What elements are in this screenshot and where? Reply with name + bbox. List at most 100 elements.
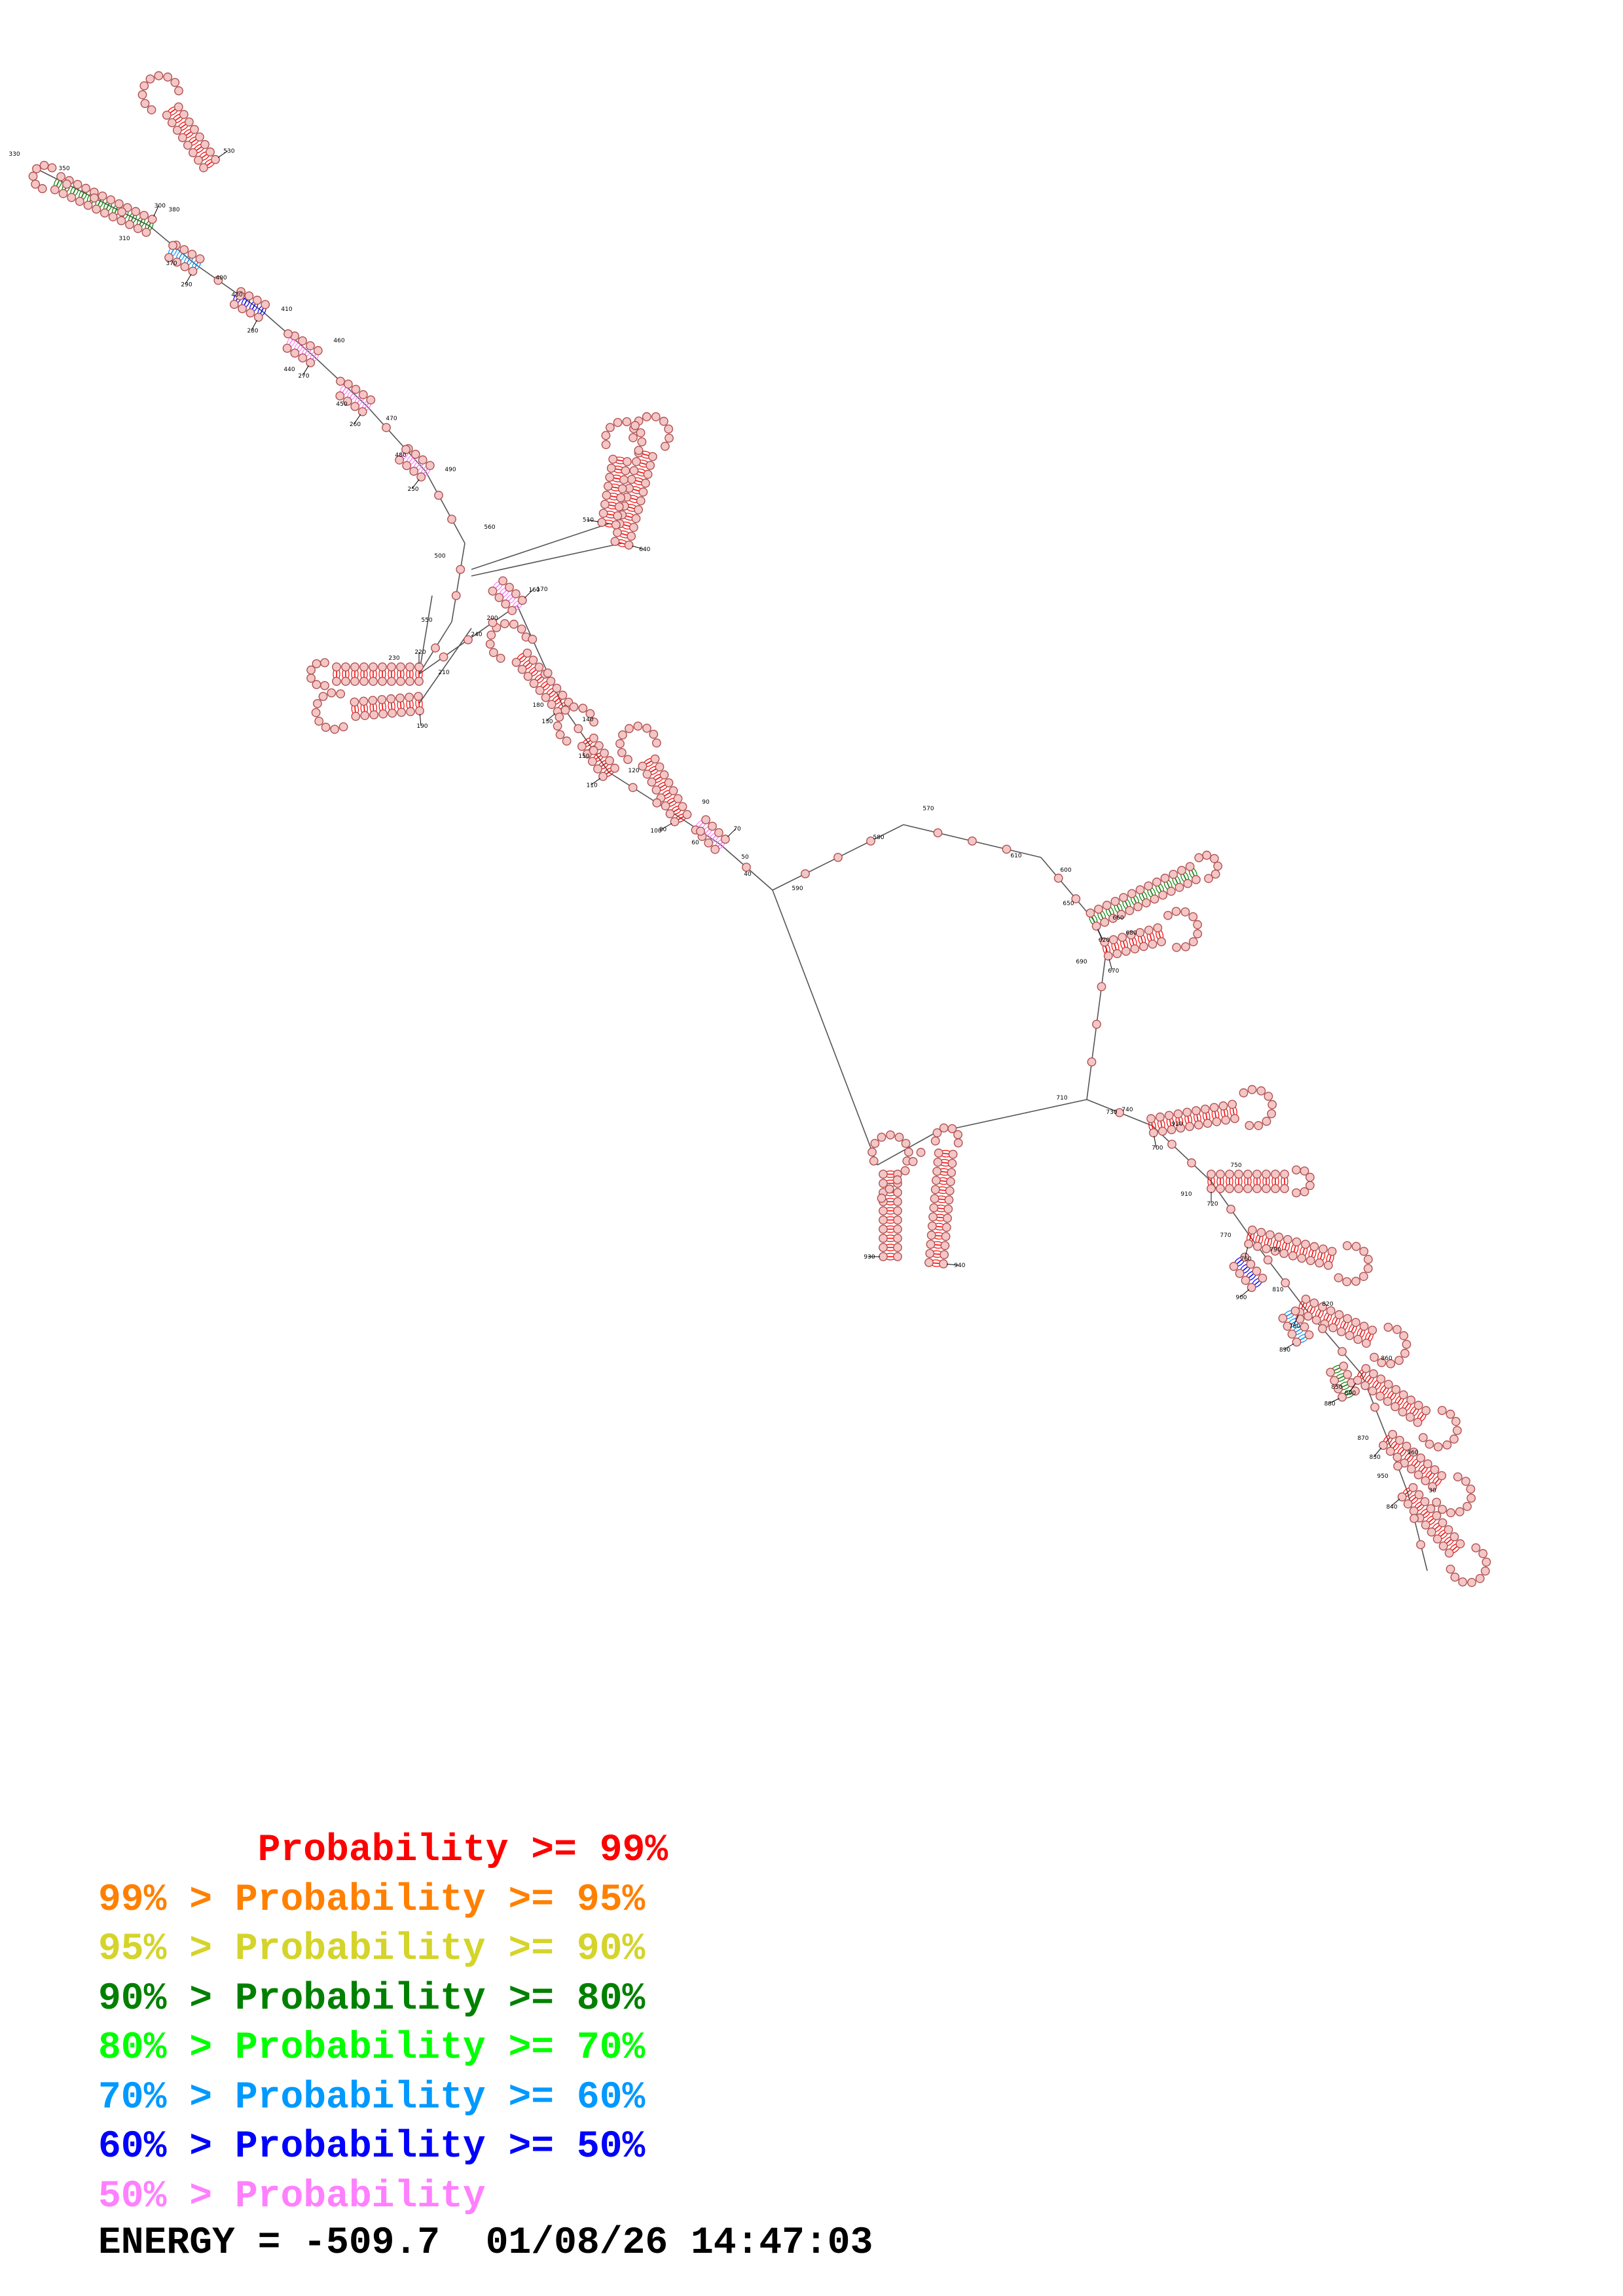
nucleotide [505, 583, 514, 592]
nucleotide [661, 801, 670, 811]
nucleotide [647, 778, 657, 787]
nucleotide [396, 677, 405, 686]
unpaired-nucleotide [434, 490, 443, 500]
nucleotide [50, 185, 60, 194]
nucleotide [211, 154, 220, 164]
energy-line: ENERGY = -509.7 01/08/26 14:47:03 [98, 2222, 873, 2265]
nucleotide [1158, 890, 1168, 900]
nucleotide [547, 700, 556, 709]
nucleotide [940, 1241, 950, 1251]
unpaired-nucleotide [382, 423, 391, 433]
loop-nucleotide [28, 171, 38, 181]
position-label: 510 [583, 517, 594, 524]
nucleotide [1149, 1128, 1158, 1138]
nucleotide [332, 677, 341, 686]
label-tick [1244, 1247, 1249, 1259]
nucleotide [498, 576, 507, 586]
helix-80 [642, 758, 687, 823]
nucleotide [1421, 1406, 1431, 1416]
position-label: 670 [1108, 968, 1119, 975]
loop-nucleotide [312, 699, 322, 708]
nucleotide [1141, 898, 1151, 908]
nucleotide [1175, 882, 1184, 892]
loop-nucleotide [1305, 1172, 1315, 1182]
label-tick [354, 414, 361, 425]
nucleotide [610, 763, 619, 773]
nucleotide [893, 1243, 902, 1252]
nucleotide [1420, 1497, 1430, 1507]
position-label: 240 [471, 632, 482, 638]
nucleotide [1300, 1322, 1309, 1332]
nucleotide [195, 254, 205, 264]
nucleotide [1455, 1539, 1465, 1549]
loop-nucleotide [1188, 937, 1198, 946]
nucleotide [1207, 1184, 1216, 1193]
legend-row-5: 70% > Probability >= 60% [98, 2076, 646, 2119]
nucleotide [1252, 1170, 1262, 1179]
nucleotide [616, 493, 625, 503]
nucleotide [1280, 1170, 1289, 1179]
unpaired-nucleotide [1226, 1204, 1235, 1214]
nucleotide [1336, 1327, 1346, 1336]
nucleotide [335, 391, 345, 401]
position-label: 530 [223, 148, 234, 154]
nucleotide [893, 1234, 902, 1243]
loop-nucleotide [312, 680, 321, 689]
position-label: 60 [691, 840, 699, 846]
nucleotide [1338, 1392, 1347, 1402]
nucleotide [1200, 1104, 1210, 1114]
nucleotide [879, 1170, 888, 1179]
nucleotide [1406, 1464, 1416, 1474]
loop-nucleotide [1466, 1484, 1476, 1494]
loop-nucleotide [321, 723, 331, 732]
nucleotide [351, 385, 361, 394]
nucleotide [405, 662, 414, 672]
nucleotide [643, 469, 653, 479]
position-label: 750 [1230, 1162, 1241, 1169]
nucleotide [377, 695, 387, 704]
nucleotide [1339, 1361, 1349, 1371]
nucleotide [1334, 1384, 1343, 1393]
loop-nucleotide [1455, 1507, 1465, 1516]
loop-nucleotide [642, 412, 651, 422]
loop-nucleotide [1370, 1352, 1379, 1362]
nucleotide [1146, 1114, 1156, 1124]
nucleotide [529, 679, 539, 689]
nucleotide [593, 764, 602, 774]
position-label: 840 [1386, 1504, 1397, 1511]
nucleotide [114, 199, 124, 209]
loop-nucleotide [32, 164, 41, 173]
nucleotide [172, 257, 182, 267]
nucleotide [893, 1197, 902, 1206]
backbone-segment [418, 628, 472, 704]
nucleotide [184, 117, 194, 127]
position-label: 30 [1429, 1488, 1436, 1494]
nucleotide [341, 677, 350, 686]
nucleotide [194, 132, 204, 142]
nucleotide [501, 600, 511, 609]
nucleotide [1157, 937, 1166, 946]
nucleotide [141, 228, 151, 237]
nucleotide [617, 484, 627, 493]
nucleotide [229, 300, 239, 309]
nucleotide [1241, 1276, 1250, 1285]
unpaired-nucleotide [431, 643, 440, 653]
nucleotide [893, 1215, 902, 1225]
nucleotide [1416, 1453, 1425, 1463]
nucleotide [162, 111, 172, 120]
nucleotide [199, 163, 208, 173]
nucleotide [1383, 1380, 1393, 1390]
nucleotide [948, 1149, 958, 1159]
position-label: 680 [1125, 930, 1137, 937]
loop-nucleotide [37, 184, 47, 194]
helix-830 [1383, 1434, 1442, 1487]
nucleotide [488, 586, 498, 596]
unpaired-nucleotide [628, 783, 638, 793]
nucleotide [1353, 1335, 1363, 1344]
backbone-segment [1040, 857, 1094, 920]
nucleotide [558, 691, 568, 700]
loop-nucleotide [867, 1147, 877, 1157]
nucleotide [1391, 1402, 1400, 1412]
loop-nucleotide [1399, 1331, 1409, 1340]
position-label: 560 [484, 524, 495, 531]
